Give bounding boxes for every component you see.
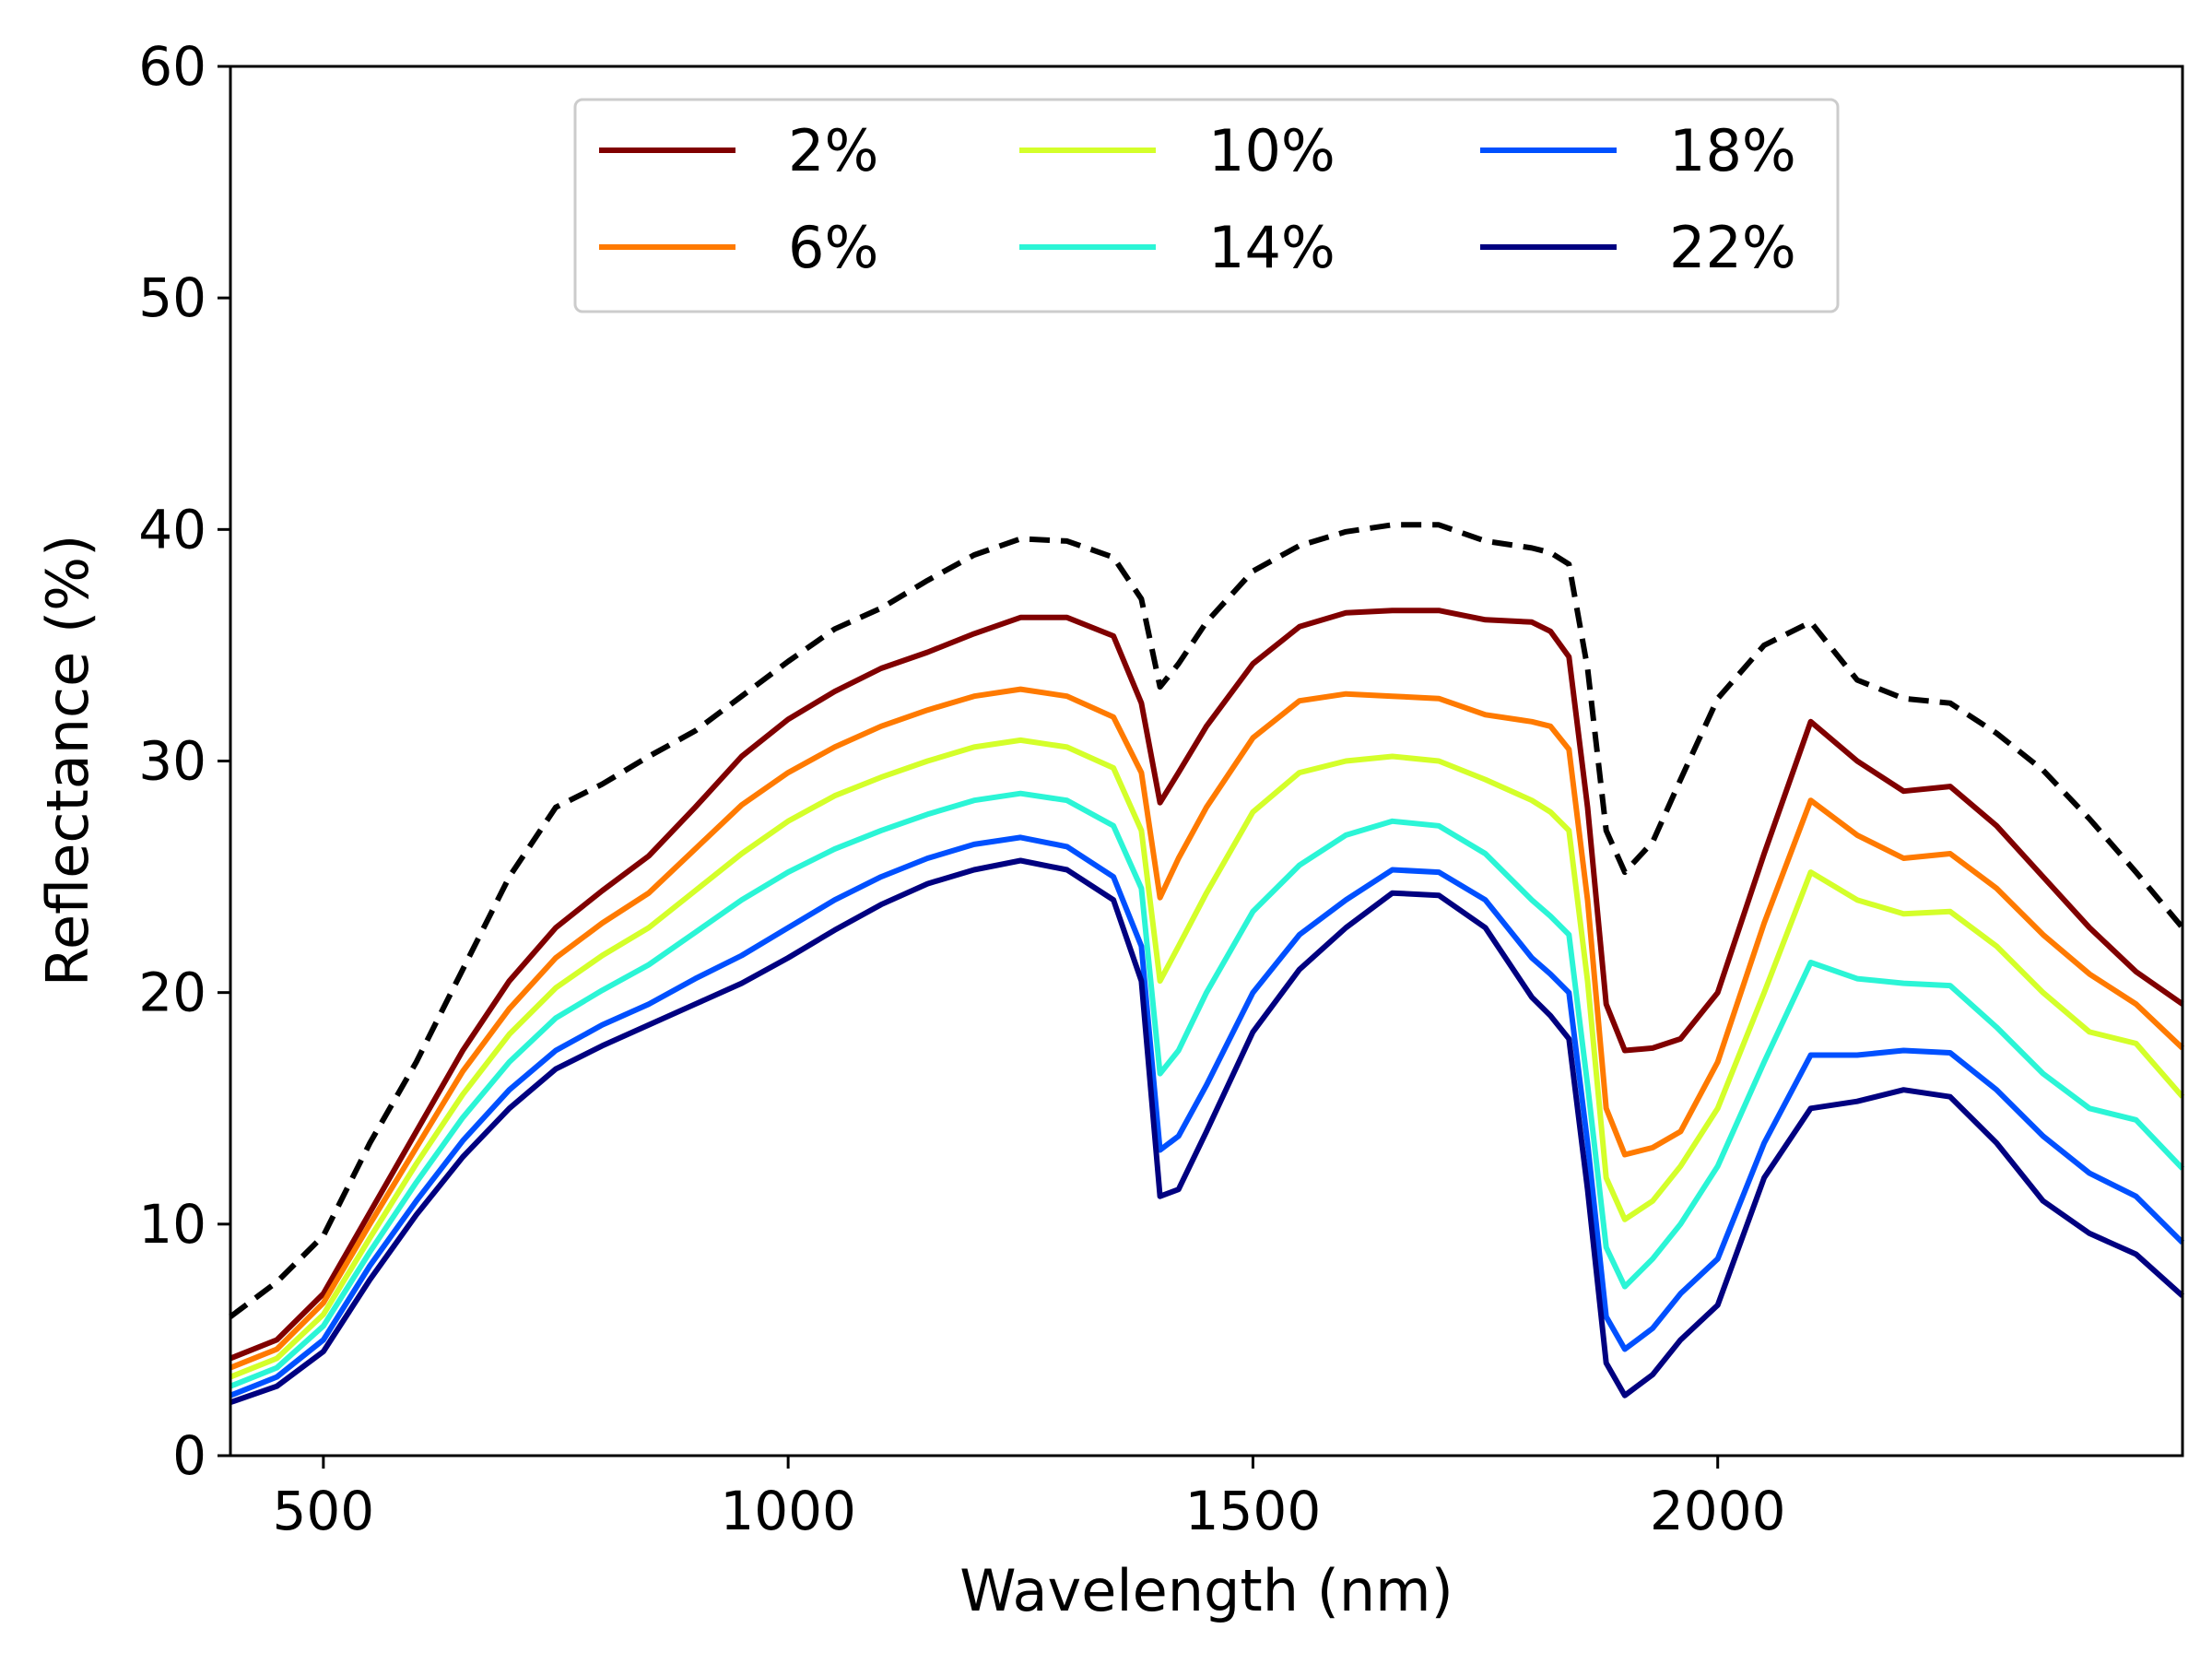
y-tick-label: 60 [138,35,206,98]
legend-box [573,98,1840,313]
legend-label: 14% [1208,214,1335,281]
y-tick-label: 30 [138,730,206,793]
y-axis-title: Reflectance (%) [34,535,101,987]
y-tick-label: 10 [138,1193,206,1256]
series-line-18pct [229,834,2185,1398]
legend-label: 10% [1208,117,1335,184]
y-tick-label: 50 [138,266,206,329]
reference-series-line [229,522,2185,1319]
y-tick-label: 40 [138,498,206,561]
x-axis-title: Wavelength (nm) [959,1557,1453,1624]
series-line-10pct [229,737,2185,1380]
x-tick-label: 1000 [720,1480,856,1542]
x-tick-label: 500 [272,1480,374,1542]
x-tick-label: 2000 [1650,1480,1786,1542]
legend-label: 18% [1669,117,1796,184]
legend-label: 6% [788,214,878,281]
series-lines [229,522,2185,1406]
series-line-6pct [229,686,2185,1371]
x-tick-label: 1500 [1185,1480,1322,1542]
axes: 500 1000 1500 2000 0 10 20 30 40 50 60 [138,35,1785,1542]
legend: 2% 6% 10% 14% 18% 22% [573,98,1840,313]
y-tick-label: 0 [172,1424,206,1487]
series-line-14pct [229,790,2185,1389]
series-line-22pct [229,857,2185,1406]
series-line-2pct [229,608,2184,1362]
y-tick-label: 20 [138,962,206,1024]
legend-label: 2% [788,117,878,184]
legend-label: 22% [1669,214,1796,281]
